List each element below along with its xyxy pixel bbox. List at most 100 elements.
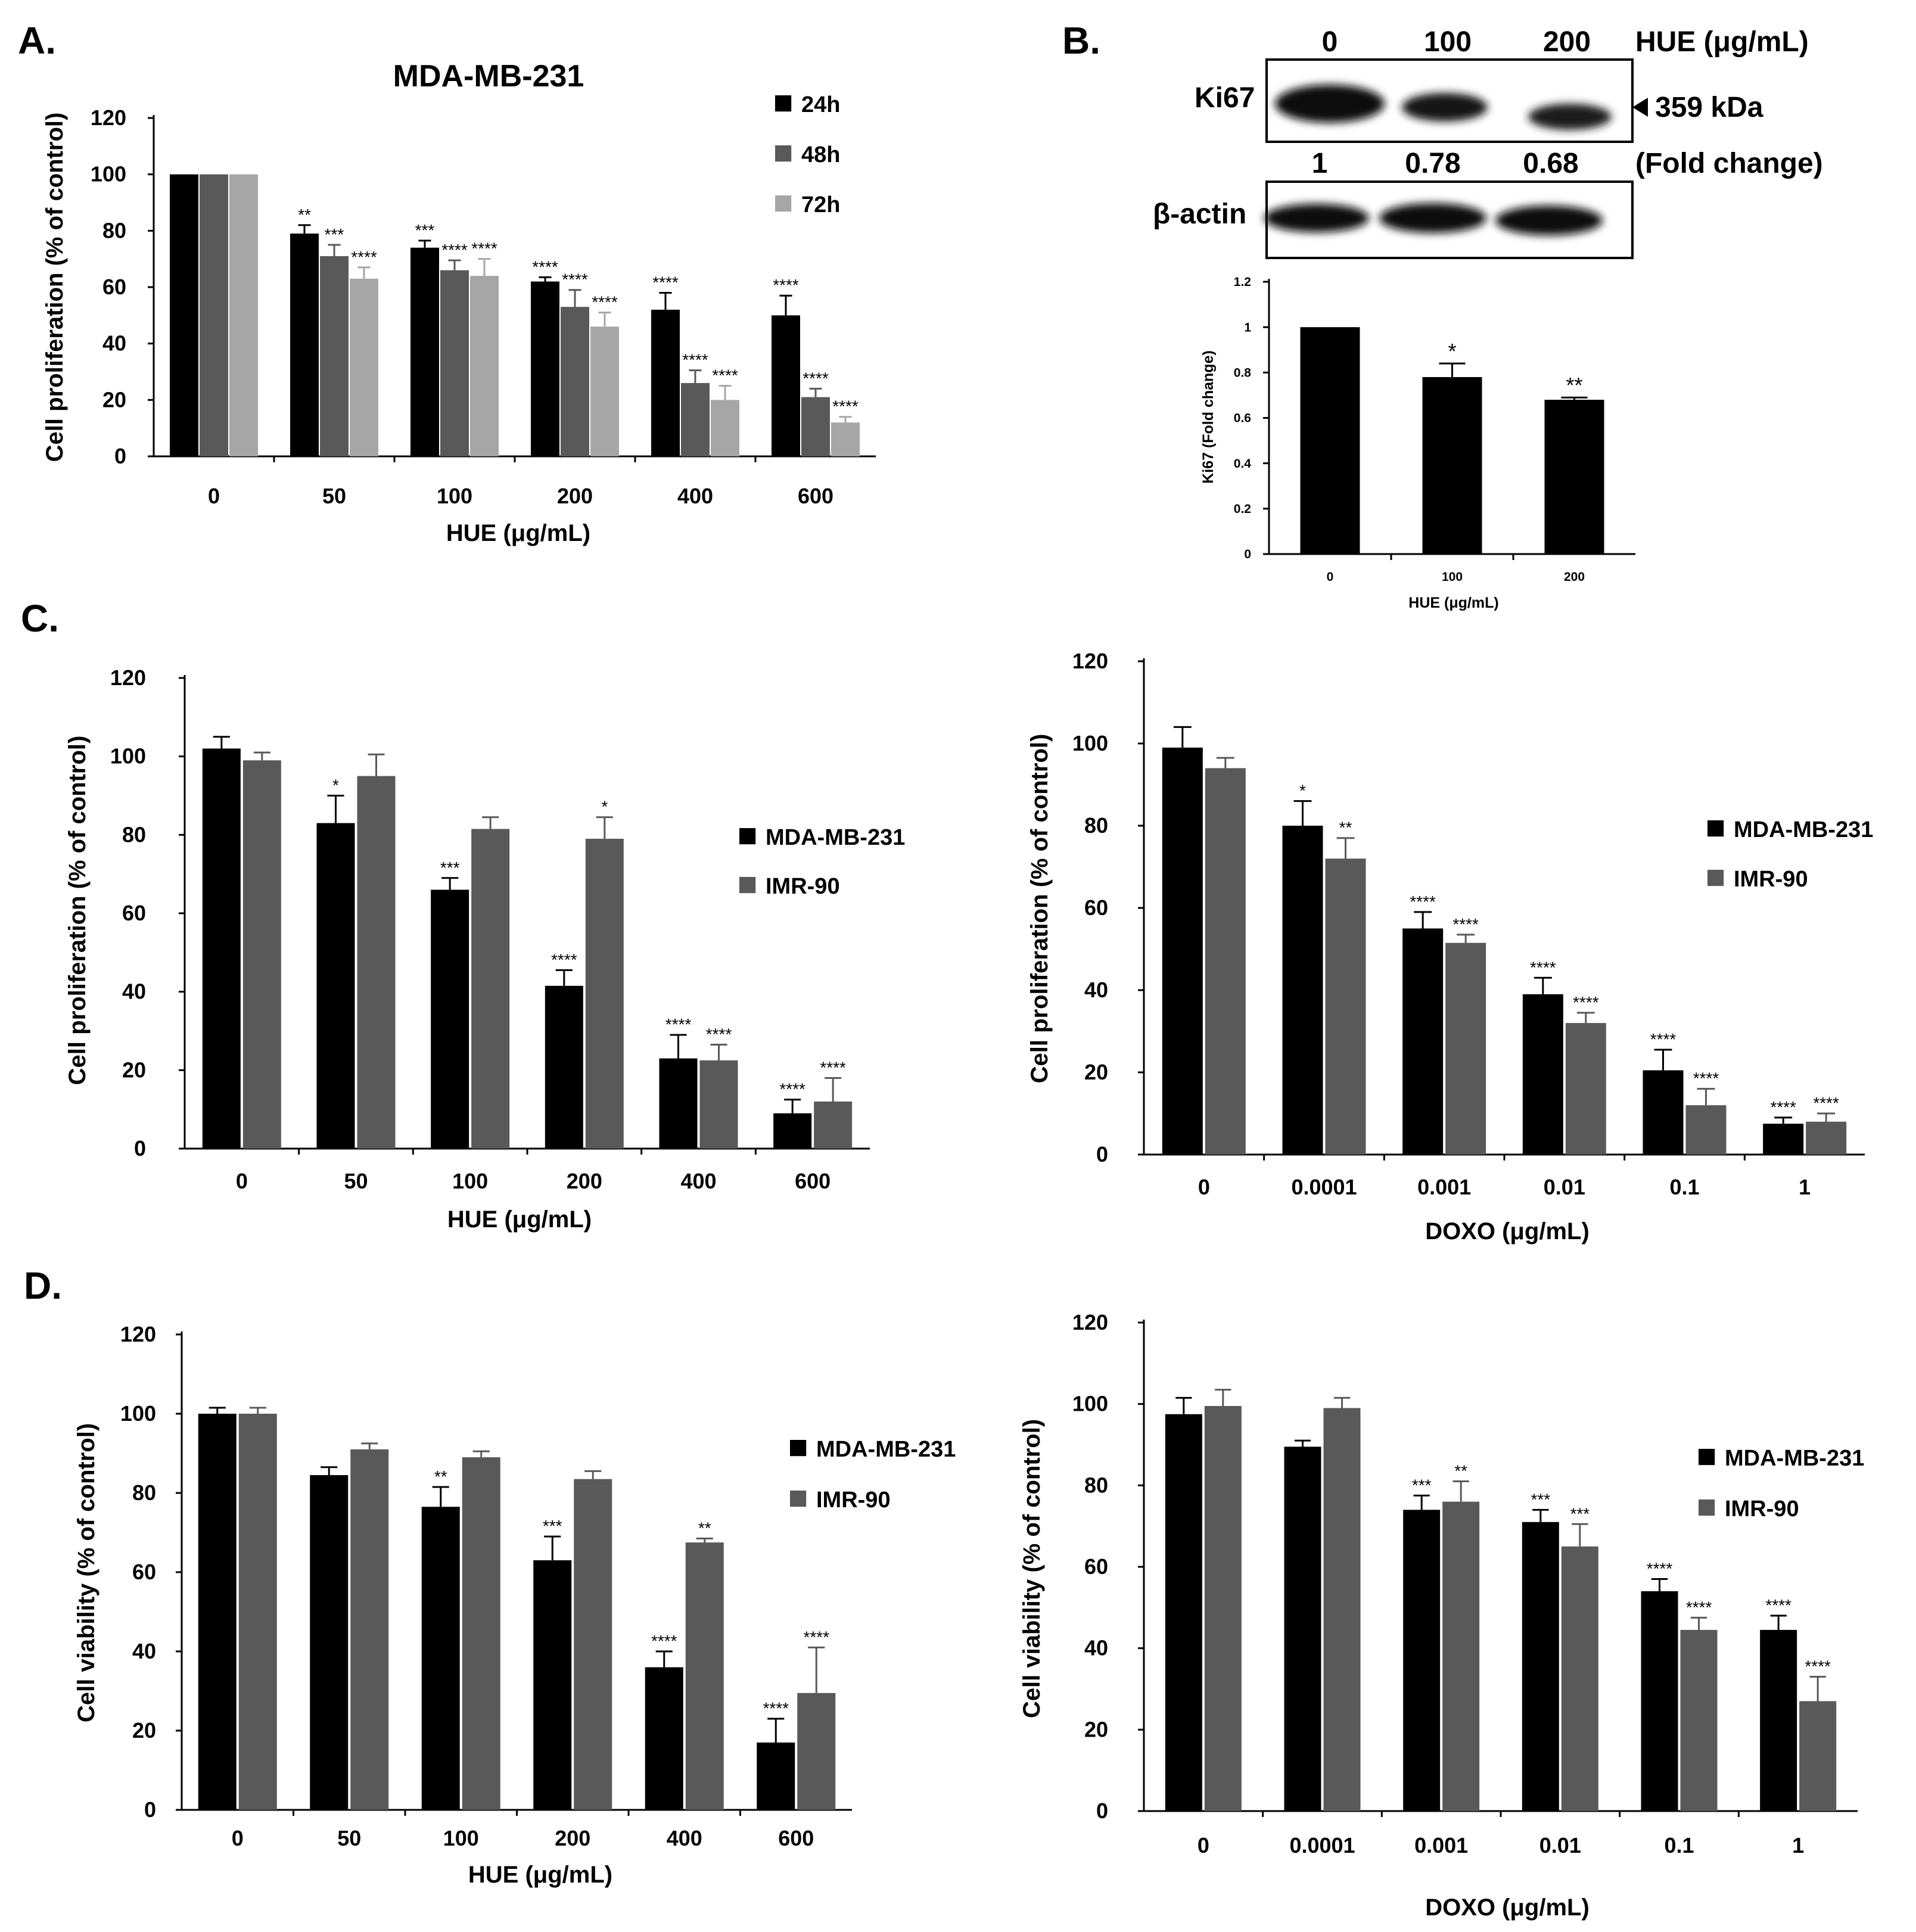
chart-panel-b: 00.20.40.60.811.20 100 200***HUE (μg/mL)Ki… — [1200, 275, 1635, 611]
bar-imr-90-100 — [462, 1457, 500, 1810]
x-tick-label: 50 — [322, 484, 346, 508]
y-axis-title: Cell proliferation (% of control) — [1027, 734, 1053, 1084]
bar-ki67-0 — [1300, 327, 1360, 554]
y-tick-label: 0 — [144, 1797, 156, 1822]
y-tick-label: 0 — [1096, 1142, 1108, 1166]
significance-label: *** — [1531, 1490, 1550, 1508]
y-tick-label: 60 — [132, 1560, 156, 1584]
chart-title: MDA-MB-231 — [393, 59, 584, 94]
bar-mda-mb-231-1 — [1760, 1629, 1797, 1811]
bar-mda-mb-231-0.001 — [1402, 928, 1444, 1155]
x-tick-label: 0 — [208, 484, 220, 508]
legend-label: 72h — [801, 192, 840, 217]
legend-label: IMR-90 — [766, 874, 840, 899]
x-tick-label: 50 — [337, 1826, 361, 1850]
significance-label: **** — [803, 1628, 829, 1646]
significance-label: *** — [543, 1517, 562, 1535]
significance-label: **** — [1410, 892, 1436, 911]
x-tick-label: 200 — [1564, 570, 1585, 584]
bar-ki67-100 — [1422, 377, 1482, 554]
y-tick-label: 40 — [1084, 978, 1108, 1002]
y-tick-label: 20 — [122, 1057, 146, 1082]
fold-label: (Fold change) — [1635, 148, 1823, 179]
x-axis-title: DOXO (μg/mL) — [1425, 1218, 1590, 1245]
y-tick-label: 80 — [132, 1480, 156, 1505]
western-blot: B. 0 100 200 HUE (μg/mL) Ki67 359 kDa 1 … — [1062, 19, 1823, 259]
bar-imr-90-600 — [814, 1102, 853, 1149]
x-tick-label: 0 — [1327, 570, 1334, 584]
bar-imr-90-50 — [350, 1449, 389, 1810]
significance-label: ** — [1454, 1462, 1467, 1480]
y-tick-label: 0.4 — [1234, 457, 1252, 471]
significance-label: **** — [803, 369, 829, 387]
legend-label: IMR-90 — [1734, 867, 1808, 892]
bar-mda-mb-231-0 — [198, 1414, 237, 1810]
bar-imr-90-0 — [1205, 768, 1246, 1155]
bar-imr-90-0.001 — [1445, 942, 1486, 1155]
x-axis-title: HUE (μg/mL) — [447, 1206, 592, 1233]
x-tick-label: 0.01 — [1544, 1175, 1585, 1199]
blot-unit-label: HUE (μg/mL) — [1635, 26, 1809, 58]
y-tick-label: 120 — [1072, 1310, 1108, 1334]
bar-24h-0 — [170, 174, 198, 456]
significance-label: **** — [682, 351, 708, 369]
y-tick-label: 0 — [1096, 1799, 1108, 1823]
legend-label: 24h — [801, 92, 840, 117]
bar-24h-100 — [410, 247, 439, 456]
significance-label: *** — [440, 858, 460, 877]
bar-mda-mb-231-600 — [757, 1742, 795, 1810]
significance-label: ** — [1339, 819, 1352, 837]
significance-label: **** — [1813, 1094, 1839, 1112]
bar-24h-600 — [772, 315, 800, 456]
bar-mda-mb-231-400 — [645, 1667, 683, 1810]
significance-label: **** — [551, 950, 577, 969]
y-axis-title: Cell viability (% of control) — [73, 1423, 99, 1722]
ki67-band-100 — [1402, 93, 1488, 122]
significance-label: ** — [698, 1519, 711, 1537]
fold-0: 1 — [1312, 148, 1328, 179]
bar-imr-90-0.0001 — [1323, 1408, 1361, 1811]
bar-72h-600 — [831, 422, 860, 456]
x-tick-label: 600 — [795, 1169, 831, 1193]
significance-label: **** — [763, 1699, 789, 1718]
y-tick-label: 20 — [102, 387, 126, 412]
legend-label: IMR-90 — [816, 1488, 891, 1513]
significance-label: **** — [351, 248, 377, 266]
x-tick-label: 100 — [437, 484, 472, 508]
bar-mda-mb-231-50 — [310, 1475, 349, 1810]
significance-label: **** — [779, 1080, 805, 1099]
y-tick-label: 120 — [1072, 649, 1108, 673]
bar-72h-200 — [590, 326, 619, 456]
y-tick-label: 60 — [1084, 895, 1108, 920]
bar-imr-90-0 — [1204, 1406, 1242, 1811]
bar-mda-mb-231-400 — [659, 1058, 698, 1149]
legend-swatch — [1699, 1499, 1715, 1516]
bar-imr-90-1 — [1806, 1121, 1847, 1155]
legend-swatch — [775, 195, 792, 212]
bar-mda-mb-231-0.01 — [1522, 994, 1563, 1155]
bar-imr-90-0.1 — [1680, 1629, 1718, 1811]
bar-imr-90-0.01 — [1561, 1546, 1598, 1811]
x-tick-label: 0.0001 — [1289, 1833, 1355, 1858]
significance-label: **** — [665, 1015, 692, 1034]
legend-label: MDA-MB-231 — [1734, 817, 1873, 842]
bar-mda-mb-231-1 — [1763, 1124, 1804, 1155]
bar-mda-mb-231-0 — [202, 748, 241, 1149]
bar-48h-50 — [320, 256, 349, 456]
y-tick-label: 1 — [1244, 321, 1251, 334]
significance-label: *** — [325, 225, 344, 244]
y-tick-label: 40 — [122, 979, 146, 1004]
legend-swatch — [1707, 870, 1724, 886]
bar-mda-mb-231-0.001 — [1403, 1510, 1441, 1811]
x-tick-label: 200 — [567, 1169, 602, 1193]
y-tick-label: 100 — [120, 1401, 156, 1426]
bar-imr-90-200 — [585, 838, 624, 1149]
x-tick-label: 200 — [557, 484, 593, 508]
bar-mda-mb-231-0.0001 — [1284, 1446, 1321, 1811]
blot-conc-200: 200 — [1543, 26, 1591, 58]
bar-48h-200 — [561, 307, 589, 456]
x-tick-label: 200 — [555, 1826, 590, 1850]
